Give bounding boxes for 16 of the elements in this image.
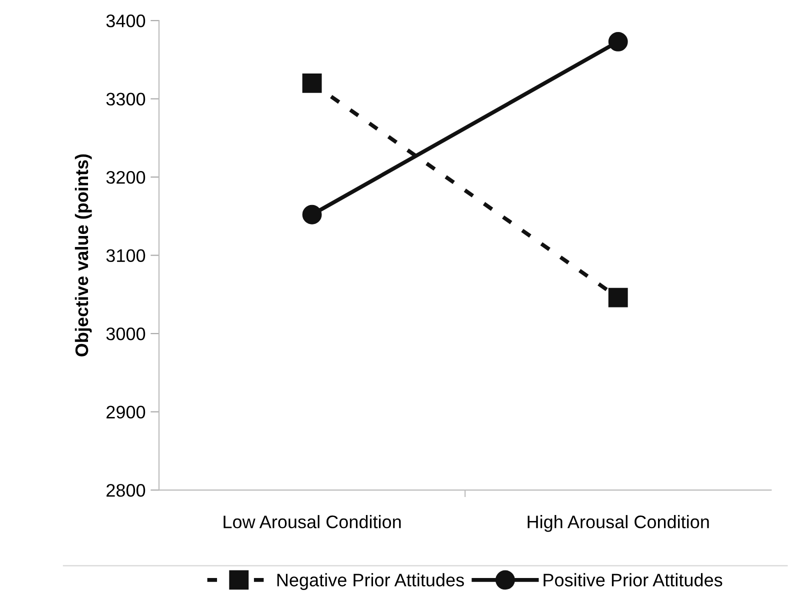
y-tick-label: 3200 xyxy=(106,171,146,184)
legend-label: Positive Prior Attitudes xyxy=(544,573,722,586)
point xyxy=(302,204,322,224)
y-tick-label: 3300 xyxy=(106,92,146,106)
y-tick-label: 2900 xyxy=(106,406,146,419)
x-tick-label: High Arousal Condition xyxy=(528,515,709,532)
y-tick-label: 2800 xyxy=(106,484,146,497)
point xyxy=(302,73,322,93)
y-tick-label: 3000 xyxy=(106,327,146,340)
y-tick-label: 3400 xyxy=(106,14,146,28)
point xyxy=(608,32,628,52)
y-axis-title: Objective value (points) xyxy=(74,154,92,356)
x-tick-label: Low Arousal Condition xyxy=(224,515,401,528)
point xyxy=(608,288,628,308)
y-tick-label: 3100 xyxy=(106,249,146,262)
legend-label: Negative Prior Attitudes xyxy=(277,573,464,590)
